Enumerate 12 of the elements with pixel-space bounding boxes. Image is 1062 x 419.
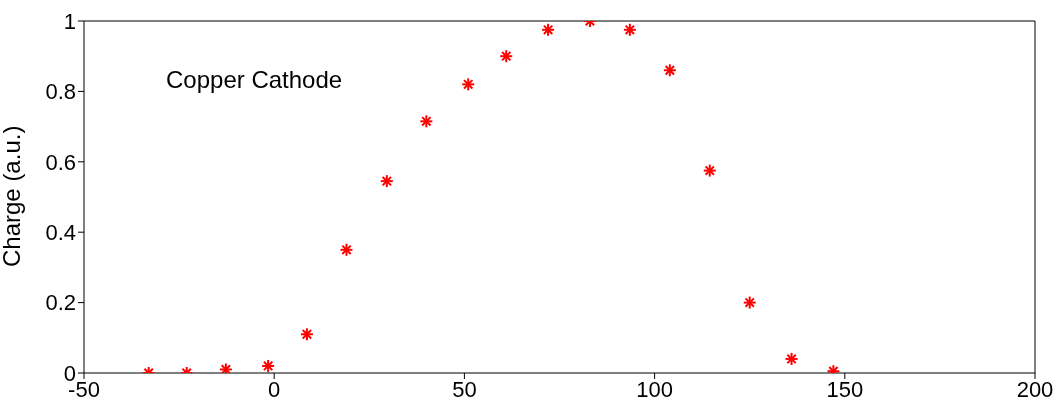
y-axis-title: Charge (a.u.): [0, 125, 25, 267]
y-tick-label: 0.2: [45, 290, 76, 316]
annotation: Copper Cathode: [166, 66, 343, 94]
y-tick-label: 0.6: [45, 149, 76, 175]
y-tick-label: 1: [63, 8, 76, 34]
y-tick-label: 0.8: [45, 79, 76, 105]
x-tick-label: 100: [636, 376, 673, 402]
y-tick-label: 0.4: [45, 220, 76, 246]
x-tick-label: 0: [268, 376, 281, 402]
x-tick-label: 150: [826, 376, 864, 402]
x-tick-label: 50: [452, 376, 477, 402]
x-tick-label: 200: [1016, 376, 1054, 402]
